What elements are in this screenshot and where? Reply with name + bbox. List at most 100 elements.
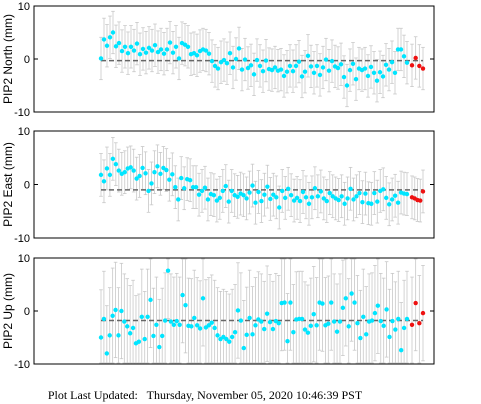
- data-point: [143, 50, 149, 55]
- data-point: [308, 323, 314, 329]
- data-point: [271, 192, 276, 197]
- data-point: [281, 73, 287, 79]
- data-point: [248, 63, 254, 68]
- data-point: [194, 323, 200, 328]
- data-point: [288, 193, 294, 198]
- data-point: [107, 172, 113, 178]
- data-point: [326, 321, 331, 326]
- data-point: [253, 200, 258, 205]
- data-point: [233, 56, 239, 62]
- data-point: [224, 336, 229, 342]
- data-point: [199, 188, 205, 194]
- data-point: [101, 316, 107, 322]
- data-point: [139, 314, 144, 320]
- data-point: [179, 175, 184, 181]
- data-point: [393, 327, 398, 332]
- data-point: [395, 200, 401, 205]
- data-point: [308, 64, 314, 69]
- data-point: [149, 48, 155, 53]
- data-point: [142, 336, 147, 342]
- data-point: [375, 303, 381, 308]
- data-point: [110, 156, 116, 162]
- plot-frame: [33, 257, 435, 365]
- data-point: [294, 195, 300, 201]
- data-point: [140, 46, 146, 52]
- data-point: [119, 48, 125, 54]
- data-point: [250, 183, 255, 188]
- data-point: [297, 198, 303, 204]
- data-point: [206, 323, 212, 328]
- data-point: [327, 190, 332, 196]
- recent-data-point: [409, 322, 415, 327]
- data-point: [293, 63, 299, 69]
- data-point: [98, 335, 104, 340]
- y-tick-label: 10: [18, 126, 30, 138]
- data-point: [345, 196, 350, 201]
- data-point: [276, 320, 281, 326]
- data-point: [259, 198, 264, 204]
- data-point: [404, 60, 410, 65]
- data-point: [98, 172, 104, 178]
- data-point: [230, 65, 236, 70]
- data-point: [291, 330, 296, 335]
- data-point: [383, 62, 389, 68]
- data-point: [346, 324, 351, 329]
- data-point: [241, 193, 246, 198]
- data-point: [334, 329, 340, 334]
- data-point: [296, 59, 302, 64]
- data-point: [351, 197, 356, 202]
- data-point: [352, 300, 357, 305]
- data-point: [193, 184, 199, 190]
- data-point: [206, 51, 212, 56]
- y-tick-label: -10: [14, 107, 30, 119]
- data-point: [387, 334, 392, 340]
- data-point: [226, 199, 231, 204]
- data-point: [98, 56, 104, 61]
- data-point: [335, 65, 341, 71]
- data-point: [220, 188, 226, 194]
- data-point: [259, 319, 264, 324]
- data-point: [130, 325, 136, 331]
- data-point: [331, 319, 337, 324]
- data-point: [247, 190, 252, 195]
- data-point: [176, 56, 182, 61]
- y-tick-label: -10: [14, 359, 30, 371]
- data-point: [155, 164, 160, 169]
- data-point: [262, 326, 267, 332]
- data-point: [360, 199, 365, 205]
- data-point: [324, 198, 329, 204]
- data-point: [339, 194, 344, 199]
- data-point: [269, 67, 275, 73]
- data-point: [192, 315, 197, 321]
- data-point: [113, 44, 119, 49]
- data-point: [371, 70, 377, 75]
- data-point: [311, 311, 316, 317]
- data-point: [119, 308, 124, 314]
- data-point: [238, 318, 244, 323]
- data-point: [288, 300, 293, 305]
- data-point: [221, 57, 227, 63]
- data-point: [300, 189, 306, 195]
- data-point: [164, 167, 169, 173]
- data-point: [157, 344, 162, 350]
- recent-data-point: [417, 320, 422, 326]
- data-point: [364, 332, 369, 337]
- data-point: [113, 307, 118, 313]
- data-point: [302, 69, 308, 74]
- data-point: [380, 74, 386, 79]
- data-point: [244, 196, 249, 201]
- data-point: [197, 326, 203, 331]
- data-point: [305, 330, 311, 335]
- data-point: [146, 188, 151, 194]
- data-point: [337, 319, 343, 324]
- data-point: [309, 195, 315, 200]
- data-point: [168, 319, 174, 324]
- data-point: [312, 186, 318, 191]
- data-point: [265, 184, 270, 189]
- data-point: [318, 189, 324, 194]
- data-point: [116, 40, 122, 46]
- data-point: [374, 78, 380, 83]
- data-point: [187, 178, 193, 183]
- data-point: [278, 67, 284, 72]
